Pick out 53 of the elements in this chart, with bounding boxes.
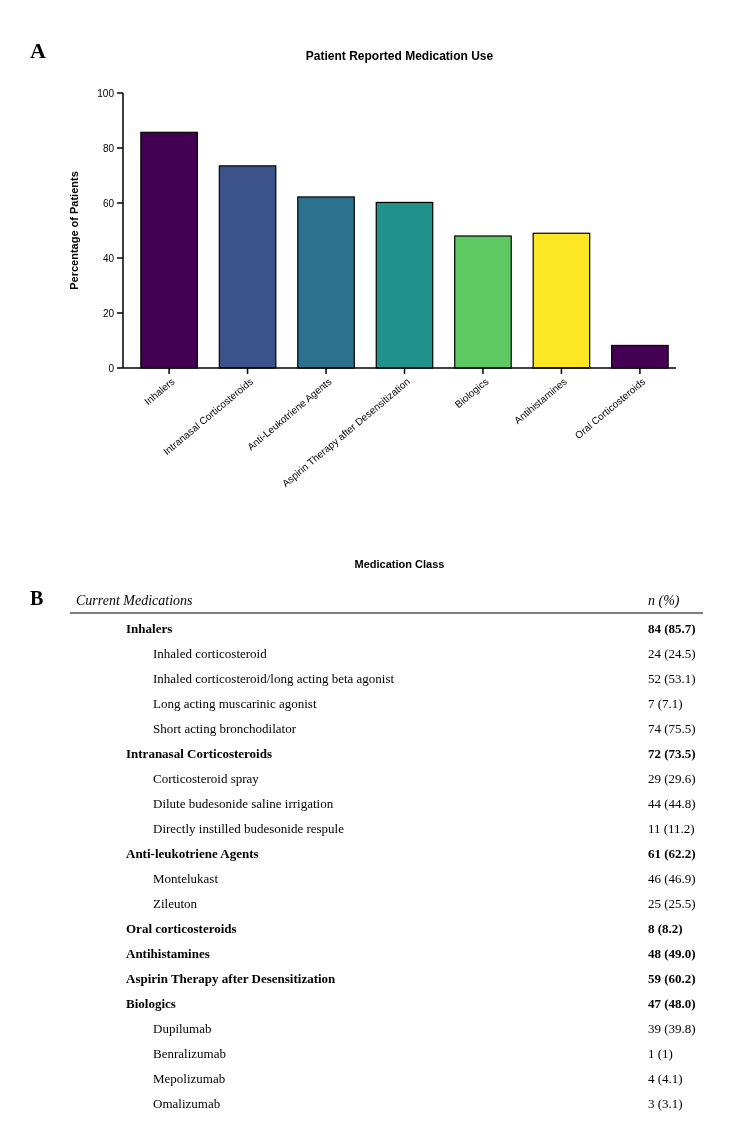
- category-label: Antihistamines: [126, 946, 210, 961]
- text: 4 (4.1): [648, 1071, 683, 1086]
- text: 25 (25.5): [648, 896, 696, 911]
- text: 61 (62.2): [648, 846, 696, 861]
- text: 74 (75.5): [648, 721, 696, 736]
- category-label: Biologics: [126, 996, 176, 1011]
- text: 52 (53.1): [648, 671, 696, 686]
- text: 3 (3.1): [648, 1096, 683, 1111]
- y-tick-label: 80: [102, 142, 115, 154]
- y-tick-label: 60: [102, 197, 115, 209]
- text: 44 (44.8): [648, 796, 696, 811]
- text: 39 (39.8): [648, 1021, 696, 1036]
- text: 84 (85.7): [648, 621, 696, 636]
- category-label: Montelukast: [153, 871, 219, 886]
- text: 24 (24.5): [648, 646, 696, 661]
- category-label: Zileuton: [153, 896, 198, 911]
- category-label: Dilute budesonide saline irrigation: [153, 796, 334, 811]
- category-label: Short acting bronchodilator: [153, 721, 297, 736]
- category-label: Aspirin Therapy after Desensitization: [126, 971, 337, 986]
- text: 11 (11.2): [648, 821, 695, 836]
- category-label: Anti-leukotriene Agents: [126, 846, 259, 861]
- category-label: Benralizumab: [153, 1046, 226, 1061]
- category-label: Dupilumab: [153, 1021, 212, 1036]
- text: n (%): [648, 593, 680, 609]
- y-tick-label: 40: [102, 252, 115, 264]
- text: 47 (48.0): [648, 996, 696, 1011]
- category-label: Oral corticosteroids: [126, 921, 237, 936]
- category-label: Omalizumab: [153, 1096, 221, 1111]
- text: 7 (7.1): [648, 696, 683, 711]
- text: 48 (49.0): [648, 946, 696, 961]
- x-axis-title: Medication Class: [354, 558, 445, 570]
- y-tick-label: 20: [102, 307, 115, 319]
- text: B: [30, 587, 44, 609]
- category-label: Inhaled corticosteroid: [153, 646, 268, 661]
- category-label: Inhalers: [126, 621, 173, 636]
- text: Current Medications: [76, 593, 194, 608]
- text: 72 (73.5): [648, 746, 696, 761]
- text: 59 (60.2): [648, 971, 696, 986]
- category-label: Long acting muscarinic agonist: [153, 696, 317, 711]
- y-tick-label: 100: [97, 87, 115, 99]
- text: 8 (8.2): [648, 921, 683, 936]
- text: 1 (1): [648, 1046, 673, 1061]
- y-axis-title: Percentage of Patients: [68, 171, 80, 290]
- category-label: Intranasal Corticosteroids: [126, 746, 273, 761]
- category-label: Mepolizumab: [153, 1071, 226, 1086]
- text: 29 (29.6): [648, 771, 696, 786]
- chart-title: Patient Reported Medication Use: [305, 49, 494, 63]
- category-label: Inhaled corticosteroid/long acting beta agonist: [153, 671, 395, 686]
- category-label: Corticosteroid spray: [153, 771, 260, 786]
- y-tick-label: 0: [108, 362, 115, 374]
- text: 46 (46.9): [648, 871, 696, 886]
- text: A: [30, 38, 46, 63]
- category-label: Directly instilled budesonide respule: [153, 821, 345, 836]
